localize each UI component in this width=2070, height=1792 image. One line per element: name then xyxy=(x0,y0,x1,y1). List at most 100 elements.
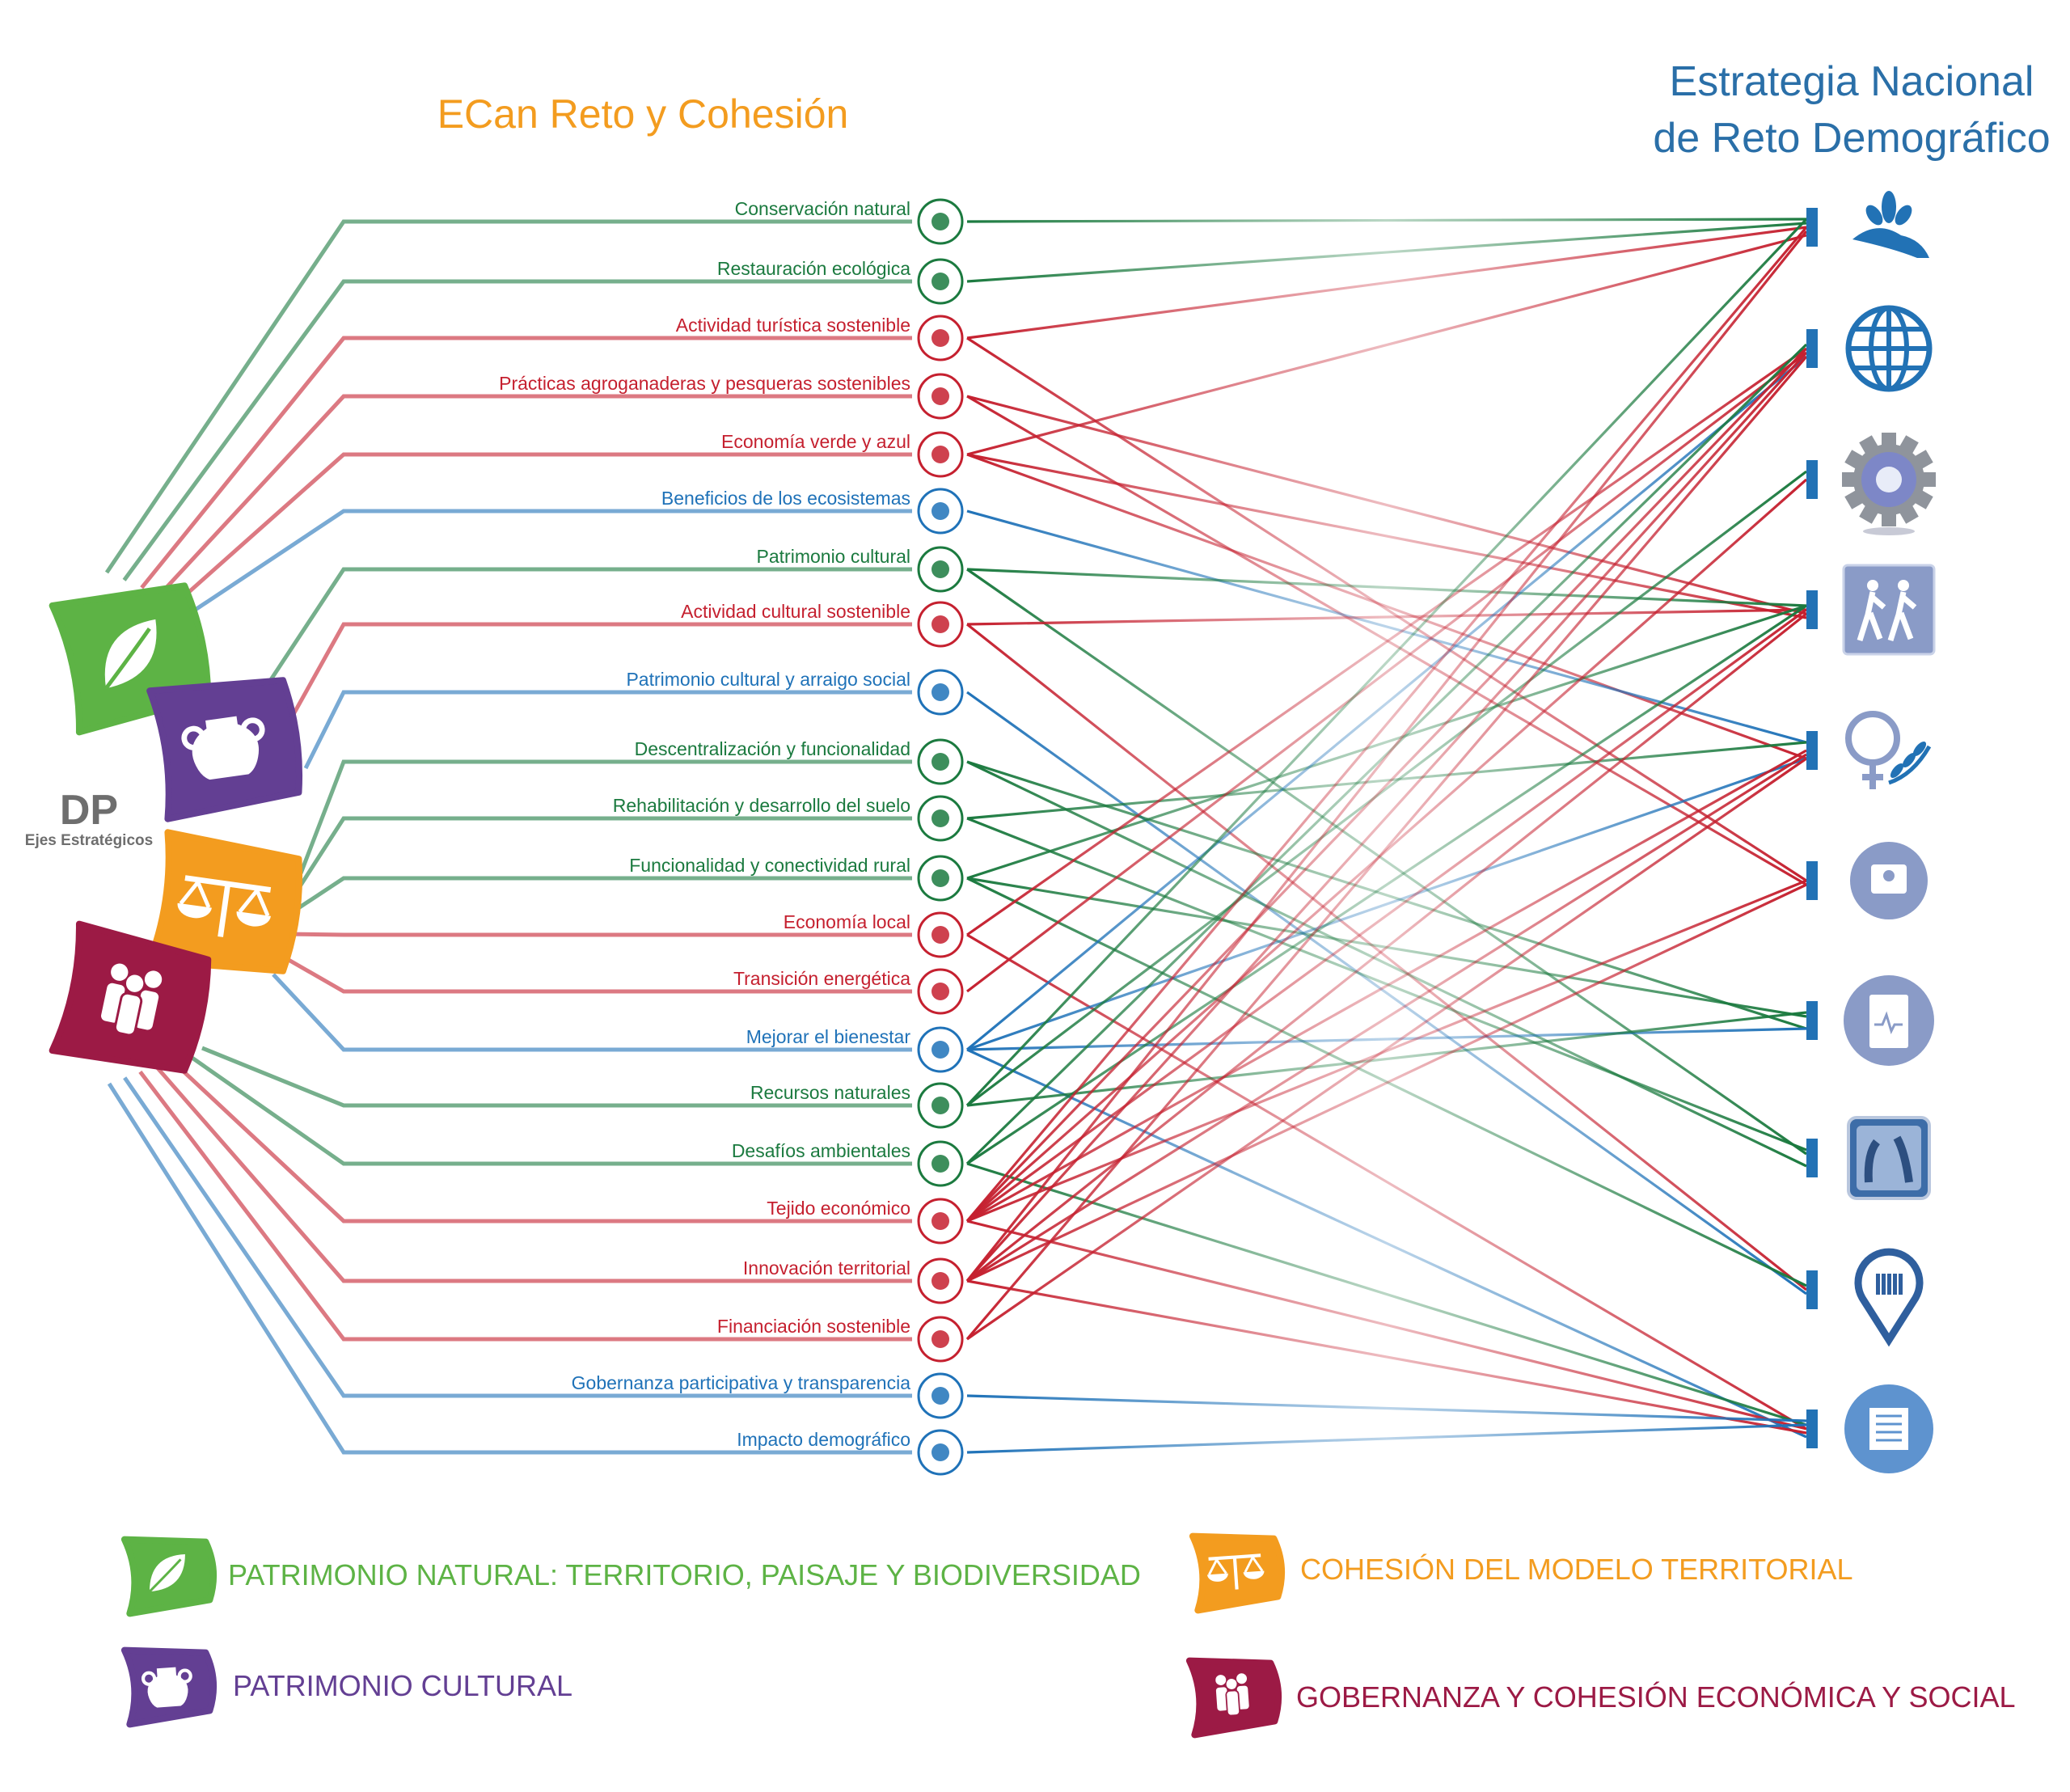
item-label: Innovación territorial xyxy=(743,1257,910,1278)
fan-line xyxy=(122,279,912,581)
ecan-title: ECan Reto y Cohesión xyxy=(437,91,849,137)
item-label: Actividad cultural sostenible xyxy=(681,601,910,622)
fan-line xyxy=(169,1058,912,1224)
link-line xyxy=(966,222,1807,283)
legend-tile-natural xyxy=(120,1536,218,1617)
target-anchor-bar xyxy=(1806,460,1818,499)
target-anchor-bar xyxy=(1806,208,1818,247)
link-line xyxy=(966,604,1807,1165)
legend-label-governance: GOBERNANZA Y COHESIÓN ECONÓMICA Y SOCIAL xyxy=(1296,1680,2016,1714)
legend-tile-cultural xyxy=(120,1646,218,1728)
link-line xyxy=(966,608,1807,1223)
link-line xyxy=(965,355,1808,1051)
item-label: Patrimonio cultural xyxy=(757,546,910,567)
legend-tile-territorial xyxy=(1189,1532,1286,1614)
item-label: Recursos naturales xyxy=(750,1082,910,1103)
leaf-icon xyxy=(104,619,157,690)
elderly-icon xyxy=(1847,1116,1931,1200)
link-line xyxy=(965,347,1808,1223)
fan-line xyxy=(298,759,912,874)
rural-road-icon xyxy=(917,855,964,902)
item-label: Gobernanza participativa y transparencia xyxy=(572,1372,911,1393)
fan-line xyxy=(201,1046,912,1108)
link-line xyxy=(966,883,1807,1283)
strategy-title-line1: Estrategia Nacional xyxy=(1669,58,2034,105)
farm-icon xyxy=(917,373,964,420)
vase-icon xyxy=(141,1667,192,1708)
axis-tile-territorial xyxy=(146,829,303,974)
strategy-title: Estrategia Nacional de Reto Demográfico xyxy=(1633,53,2070,167)
link-line xyxy=(966,1423,1807,1454)
link-line xyxy=(966,741,1807,820)
link-line xyxy=(966,753,1807,1283)
target-anchor-bar xyxy=(1806,731,1818,770)
dp-subtitle: Ejes Estratégicos xyxy=(24,832,154,849)
legend-label-cultural: PATRIMONIO CULTURAL xyxy=(233,1669,573,1702)
link-line xyxy=(966,749,1807,1223)
leaf-cycle-icon xyxy=(917,198,964,245)
link-line xyxy=(966,1011,1807,1107)
axes-layer xyxy=(49,582,303,1074)
target-anchor-bar xyxy=(1806,1410,1818,1448)
soil-check-icon xyxy=(917,795,964,842)
environment-puzzle-icon xyxy=(917,1140,964,1187)
dp-abbr: DP xyxy=(59,787,119,834)
fan-line xyxy=(289,876,912,916)
link-line xyxy=(966,453,1807,619)
fan-line xyxy=(284,932,912,937)
link-line xyxy=(966,1219,1807,1431)
link-line xyxy=(965,478,1808,1223)
link-line xyxy=(966,1027,1807,1051)
link-line xyxy=(965,226,1808,1223)
item-label: Funcionalidad y conectividad rural xyxy=(629,855,910,876)
link-line xyxy=(966,1394,1807,1422)
axis-tile-governance xyxy=(49,920,212,1074)
links-layer xyxy=(965,218,1808,1454)
tourism-building-icon xyxy=(917,315,964,361)
plant-water-icon xyxy=(917,431,964,478)
link-line xyxy=(966,351,1807,993)
item-label: Actividad turística sostenible xyxy=(676,315,910,336)
link-line xyxy=(966,1162,1807,1426)
item-label: Beneficios de los ecosistemas xyxy=(661,488,910,509)
link-line xyxy=(966,226,1807,340)
legend-label-territorial: COHESIÓN DEL MODELO TERRITORIAL xyxy=(1300,1553,1853,1586)
link-line xyxy=(966,760,1807,1168)
strategy-title-line2: de Reto Demográfico xyxy=(1653,115,2051,162)
fan-line xyxy=(185,1052,912,1166)
legend-tile-governance xyxy=(1185,1657,1282,1739)
fan-line xyxy=(138,1070,912,1342)
dp-center-label: DP Ejes Estratégicos xyxy=(24,788,154,850)
euro-icon xyxy=(917,1316,964,1363)
legend-layer xyxy=(120,1532,1286,1739)
link-line xyxy=(966,234,1807,456)
fan-line xyxy=(277,952,912,994)
target-anchor-bar xyxy=(1806,1001,1818,1040)
hand-plant-icon xyxy=(1852,191,1929,258)
fan-line xyxy=(266,567,912,685)
people-icon xyxy=(1215,1673,1251,1717)
head-heritage-icon xyxy=(917,669,964,716)
item-label: Conservación natural xyxy=(735,198,910,219)
document-icon xyxy=(1844,1384,1933,1473)
link-line xyxy=(966,933,1807,1431)
item-label: Impacto demográfico xyxy=(737,1429,910,1450)
targets-layer xyxy=(1806,191,1936,1473)
fan-line xyxy=(175,452,912,605)
item-label: Mejorar el bienestar xyxy=(746,1026,911,1047)
gear-icon xyxy=(1842,433,1936,535)
fan-line xyxy=(157,394,912,597)
link-line xyxy=(965,218,1808,1107)
item-label: Rehabilitación y desarrollo del suelo xyxy=(613,795,910,816)
fan-line xyxy=(192,509,912,613)
item-label: Patrimonio cultural y arraigo social xyxy=(626,669,910,690)
item-label: Transición energética xyxy=(733,968,910,989)
fan-line xyxy=(272,973,912,1052)
globe-icon xyxy=(1845,305,1933,392)
target-anchor-bar xyxy=(1806,861,1818,900)
link-line xyxy=(966,757,1807,1341)
link-line xyxy=(966,817,1807,1152)
heritage-hands-icon xyxy=(917,546,964,593)
contact-badge-icon xyxy=(1850,842,1928,919)
